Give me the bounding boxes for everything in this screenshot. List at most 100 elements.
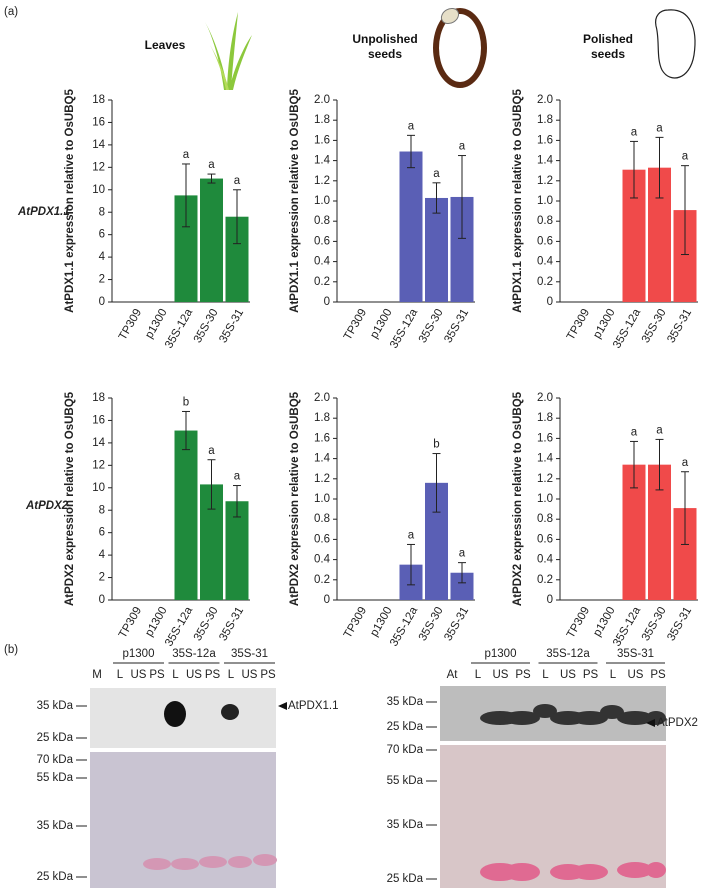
marker-label: 25 kDa xyxy=(37,732,74,744)
x-tick-label: TP309 xyxy=(565,605,592,640)
bar xyxy=(450,196,474,302)
marker-label: 70 kDa xyxy=(37,754,74,766)
significance-letter: a xyxy=(408,120,415,132)
y-axis-label: AtPDX2 expression relative to OsUBQ5 xyxy=(289,391,301,606)
y-tick-label: 8 xyxy=(99,206,105,218)
lane-label: L xyxy=(117,669,124,681)
y-tick-label: 8 xyxy=(99,504,105,516)
significance-letter: a xyxy=(183,149,190,161)
blot-band xyxy=(221,704,239,720)
x-tick-label: 35S-31 xyxy=(665,307,694,345)
significance-letter: a xyxy=(208,445,215,457)
significance-letter: a xyxy=(208,159,215,171)
y-tick-label: 0.8 xyxy=(314,513,330,525)
significance-letter: a xyxy=(234,471,241,483)
y-tick-label: 14 xyxy=(92,437,105,449)
significance-letter: a xyxy=(656,122,663,134)
y-axis-label: AtPDX2 expression relative to OsUBQ5 xyxy=(512,391,524,606)
significance-letter: a xyxy=(234,175,241,187)
marker-label: 25 kDa xyxy=(37,871,74,883)
blot-band xyxy=(164,701,186,727)
x-tick-label: 35S-31 xyxy=(217,605,246,643)
row-label: AtPDX2 xyxy=(25,500,69,512)
y-tick-label: 2 xyxy=(99,572,105,584)
bar xyxy=(225,216,249,302)
column-title: Polished seeds xyxy=(582,32,633,61)
y-tick-label: 1.4 xyxy=(314,155,331,167)
lane-label: PS xyxy=(650,669,666,681)
group-label: 35S-12a xyxy=(546,648,590,660)
x-tick-label: TP309 xyxy=(117,307,144,342)
panel-label: (a) xyxy=(4,6,18,18)
group-label: 35S-12a xyxy=(172,648,216,660)
y-tick-label: 1.8 xyxy=(537,114,553,126)
y-tick-label: 0.6 xyxy=(314,533,330,545)
y-tick-label: 1.0 xyxy=(537,493,553,505)
lane-label: PS xyxy=(515,669,531,681)
y-tick-label: 10 xyxy=(92,184,105,196)
marker-label: 35 kDa xyxy=(387,696,424,708)
y-tick-label: 1.8 xyxy=(314,412,330,424)
y-tick-label: 6 xyxy=(99,527,105,539)
significance-letter: a xyxy=(631,426,638,438)
bar xyxy=(174,195,198,302)
y-tick-label: 1.2 xyxy=(537,473,553,485)
x-tick-label: TP309 xyxy=(342,307,369,342)
y-tick-label: 1.0 xyxy=(314,493,330,505)
lane-label: At xyxy=(447,669,459,681)
panel-label: (b) xyxy=(4,644,18,656)
leaf-icon xyxy=(205,12,252,90)
y-tick-label: 16 xyxy=(92,116,105,128)
y-tick-label: 0.8 xyxy=(537,215,553,227)
y-tick-label: 2 xyxy=(99,274,105,286)
lane-label: M xyxy=(92,669,102,681)
y-tick-label: 4 xyxy=(99,549,106,561)
significance-letter: a xyxy=(631,126,638,138)
lane-label: L xyxy=(475,669,482,681)
group-label: p1300 xyxy=(123,648,155,660)
y-tick-label: 0.4 xyxy=(537,554,554,566)
arrow xyxy=(278,702,287,710)
y-tick-label: 2.0 xyxy=(314,94,330,106)
x-tick-label: 35S-31 xyxy=(442,605,471,643)
y-tick-label: 0 xyxy=(547,296,553,308)
polished-seed-icon xyxy=(655,9,696,79)
marker-label: 25 kDa xyxy=(387,721,424,733)
y-tick-label: 16 xyxy=(92,414,105,426)
y-tick-label: 2.0 xyxy=(537,392,553,404)
y-tick-label: 1.2 xyxy=(314,473,330,485)
significance-letter: a xyxy=(682,457,689,469)
bar xyxy=(425,482,448,600)
x-tick-label: p1300 xyxy=(368,605,394,639)
arrow xyxy=(646,719,655,727)
group-label: 35S-31 xyxy=(231,648,268,660)
significance-letter: a xyxy=(459,141,466,153)
y-tick-label: 0.2 xyxy=(314,276,330,288)
bar xyxy=(425,197,448,302)
marker-label: 25 kDa xyxy=(387,873,424,885)
protein-label: AtPDX1.1 xyxy=(288,700,339,712)
y-tick-label: 0.6 xyxy=(537,235,553,247)
x-tick-label: TP309 xyxy=(565,307,592,342)
column-title: Unpolished seeds xyxy=(352,32,418,61)
bar xyxy=(450,572,474,600)
y-tick-label: 12 xyxy=(92,161,105,173)
y-tick-label: 0.6 xyxy=(537,533,553,545)
y-tick-label: 1.0 xyxy=(537,195,553,207)
bar xyxy=(200,178,223,302)
lane-label: US xyxy=(131,669,147,681)
lane-label: L xyxy=(172,669,179,681)
significance-letter: b xyxy=(183,396,189,408)
x-tick-label: TP309 xyxy=(117,605,144,640)
y-tick-label: 0.8 xyxy=(537,513,553,525)
marker-label: 35 kDa xyxy=(37,700,74,712)
seed-icon xyxy=(433,7,487,88)
x-tick-label: p1300 xyxy=(143,307,169,341)
group-label: 35S-31 xyxy=(617,648,654,660)
y-tick-label: 1.0 xyxy=(314,195,330,207)
bar xyxy=(225,501,249,600)
x-tick-label: p1300 xyxy=(368,307,394,341)
y-tick-label: 0.2 xyxy=(537,276,553,288)
y-tick-label: 1.2 xyxy=(537,175,553,187)
y-tick-label: 1.6 xyxy=(314,134,330,146)
